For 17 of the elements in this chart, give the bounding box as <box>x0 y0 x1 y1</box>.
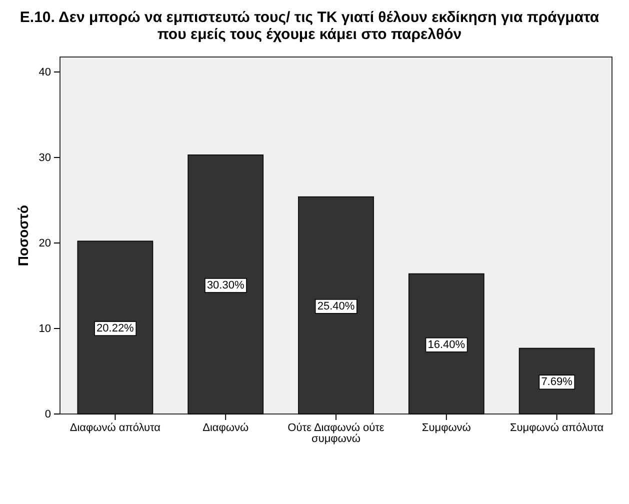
x-tick-label: Συμφωνώ <box>422 422 472 434</box>
x-tick-label: Συμφωνώ απόλυτα <box>510 422 604 434</box>
x-tick-label: Ούτε Διαφωνώ ούτε συμφωνώ <box>288 422 384 445</box>
y-tick-label: 0 <box>44 408 51 421</box>
y-tick-label: 30 <box>38 152 51 164</box>
y-axis-title: Ποσοστό <box>15 204 31 266</box>
y-tick-label: 20 <box>38 238 51 250</box>
data-label: 20.22% <box>96 322 134 335</box>
data-label: 16.40% <box>428 338 466 351</box>
data-label: 25.40% <box>317 300 355 312</box>
chart-title: Ε.10. Δεν μπορώ να εμπιστευτώ τους/ τις ΤΚ γιατί θέλουν εκδίκηση για πράγματα που εμείς τους έχουμε κάμει στο παρελθόν <box>20 9 600 43</box>
y-tick-label: 40 <box>38 66 51 78</box>
data-label: 30.30% <box>206 279 244 292</box>
x-tick-label: Διαφωνώ απόλυτα <box>70 422 162 434</box>
data-label: 7.69% <box>541 376 573 388</box>
y-tick-label: 10 <box>38 323 51 336</box>
x-tick-label: Διαφωνώ <box>202 422 249 434</box>
